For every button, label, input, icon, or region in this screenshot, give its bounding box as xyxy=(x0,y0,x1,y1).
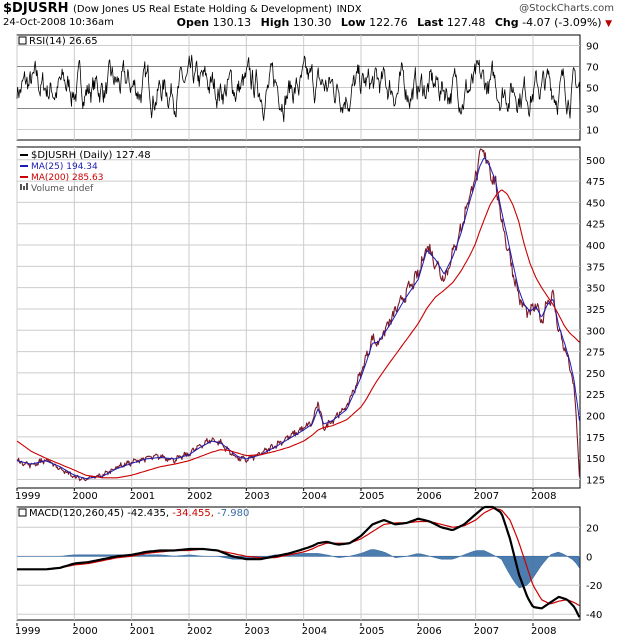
x-tick-label: 2005 xyxy=(359,491,384,502)
low-value: 122.76 xyxy=(369,16,408,29)
x-tick-label: 2007 xyxy=(474,491,499,502)
x-tick-label: 1999 xyxy=(15,626,40,637)
macd-line xyxy=(17,505,581,618)
x-tick-label: 2008 xyxy=(531,626,556,637)
x-tick-label: 2006 xyxy=(416,626,441,637)
volume-bar-icon xyxy=(20,184,22,190)
volume-bar-icon xyxy=(23,186,25,190)
datetime: 24-Oct-2008 10:36am xyxy=(3,17,114,28)
y-tick-label: 350 xyxy=(586,284,605,295)
macd-legend-label: MACD(120,260,45) xyxy=(29,508,127,519)
y-tick-label: 300 xyxy=(586,326,605,337)
y-tick-label: 0 xyxy=(586,552,592,563)
legend-volume: Volume undef xyxy=(31,184,94,194)
y-tick-label: 125 xyxy=(586,475,605,486)
x-tick-label: 2000 xyxy=(72,626,97,637)
rsi-line xyxy=(16,54,581,123)
x-tick-label: 1999 xyxy=(15,491,40,502)
y-tick-label: 375 xyxy=(586,262,605,273)
x-tick-label: 2006 xyxy=(416,491,441,502)
exchange: INDX xyxy=(336,4,362,15)
symbol-description: (Dow Jones US Real Estate Holding & Deve… xyxy=(73,4,333,15)
down-arrow-icon: ▼ xyxy=(605,19,612,29)
symbol: $DJUSRH xyxy=(3,1,69,16)
y-tick-label: 20 xyxy=(586,523,599,534)
macd-legend: MACD(120,260,45) -42.435, -34.455, -7.98… xyxy=(29,508,249,519)
x-tick-label: 2002 xyxy=(187,491,212,502)
quote-bar: Open 130.13 High 130.30 Low 122.76 Last … xyxy=(177,16,612,29)
signal-line xyxy=(17,507,580,607)
x-tick-label: 2002 xyxy=(187,626,212,637)
low-label: Low xyxy=(340,16,366,29)
y-tick-label: 90 xyxy=(586,42,599,53)
x-tick-label: 2008 xyxy=(531,491,556,502)
y-tick-label: 325 xyxy=(586,305,605,316)
y-tick-label: 500 xyxy=(586,156,605,167)
ma200-series xyxy=(16,189,580,479)
y-tick-label: 400 xyxy=(586,241,605,252)
open-label: Open xyxy=(176,16,210,29)
y-tick-label: -40 xyxy=(586,610,602,621)
watermark: @StockCharts.com xyxy=(519,3,614,14)
chg-value: -4.07 (-3.09%) xyxy=(522,16,602,29)
y-tick-label: 250 xyxy=(586,369,605,380)
chg-label: Chg xyxy=(494,16,519,29)
last-value: 127.48 xyxy=(446,16,486,29)
macd-legend-signal: -34.455, xyxy=(172,508,217,519)
y-tick-label: 225 xyxy=(586,390,605,401)
legend-ma25: MA(25) 194.34 xyxy=(31,162,98,172)
high-value: 130.30 xyxy=(292,16,332,29)
x-tick-label: 2007 xyxy=(474,626,499,637)
last-label: Last xyxy=(417,16,444,29)
x-tick-label: 2000 xyxy=(72,491,97,502)
y-tick-label: 450 xyxy=(586,198,605,209)
high-label: High xyxy=(260,16,290,29)
y-tick-label: 275 xyxy=(586,348,605,359)
symbol-title: $DJUSRH (Dow Jones US Real Estate Holdin… xyxy=(3,1,362,16)
macd-legend-hist: -7.980 xyxy=(217,508,249,519)
macd-legend-swatch xyxy=(18,508,27,517)
x-tick-label: 2003 xyxy=(244,626,269,637)
volume-bar-icon xyxy=(26,183,28,190)
x-tick-label: 2001 xyxy=(130,491,155,502)
open-value: 130.13 xyxy=(212,16,252,29)
y-tick-label: 175 xyxy=(586,433,605,444)
y-tick-label: 425 xyxy=(586,220,605,231)
macd-legend-macd: -42.435, xyxy=(127,508,172,519)
y-tick-label: -20 xyxy=(586,581,602,592)
y-tick-label: 10 xyxy=(586,126,599,137)
x-tick-label: 2001 xyxy=(130,626,155,637)
ma25-series xyxy=(16,157,580,480)
x-tick-label: 2005 xyxy=(359,626,384,637)
legend-ma200: MA(200) 285.63 xyxy=(31,173,103,183)
x-tick-label: 2004 xyxy=(302,626,327,637)
y-tick-label: 475 xyxy=(586,177,605,188)
y-tick-label: 70 xyxy=(586,63,599,74)
macd-panel xyxy=(16,506,581,621)
y-tick-label: 30 xyxy=(586,105,599,116)
legend-price: $DJUSRH (Daily) 127.48 xyxy=(31,150,151,161)
rsi-legend: RSI(14) 26.65 xyxy=(29,36,98,47)
y-tick-label: 150 xyxy=(586,454,605,465)
y-tick-label: 200 xyxy=(586,412,605,423)
rsi-legend-swatch xyxy=(18,36,27,45)
x-tick-label: 2004 xyxy=(302,491,327,502)
y-tick-label: 50 xyxy=(586,84,599,95)
x-tick-label: 2003 xyxy=(244,491,269,502)
